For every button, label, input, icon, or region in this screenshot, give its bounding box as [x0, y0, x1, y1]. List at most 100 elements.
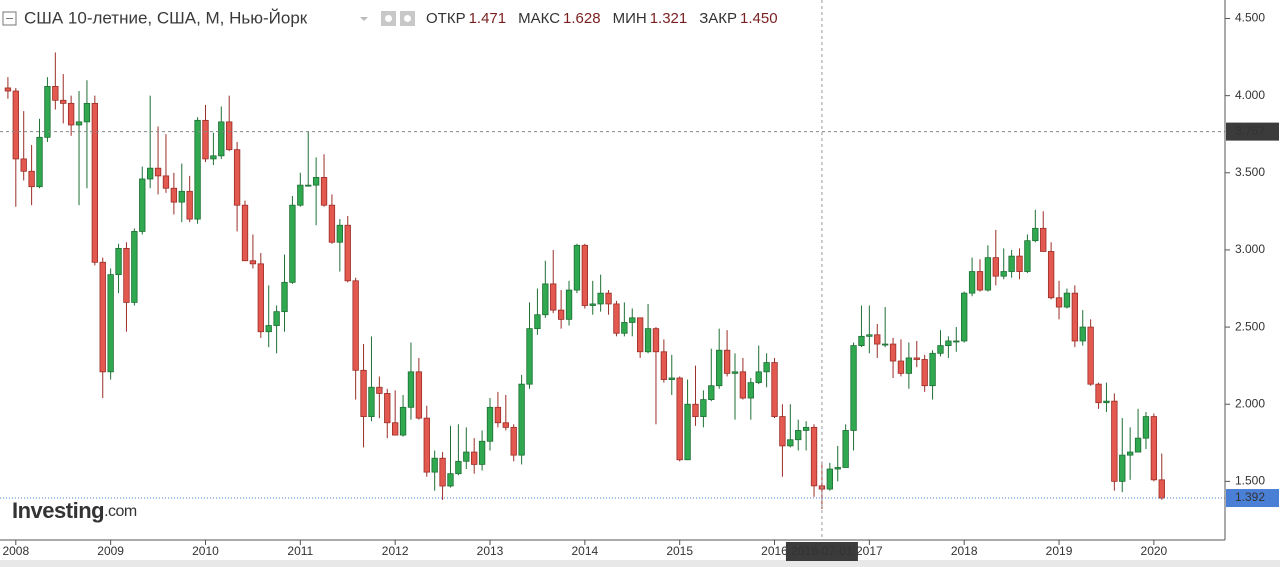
candle-body: [518, 383, 525, 456]
candle-body: [233, 149, 241, 206]
x-tick-label: 2013: [477, 544, 504, 558]
candle-body: [716, 349, 723, 387]
candle-body: [889, 343, 897, 362]
candle-body: [676, 377, 683, 461]
ohlc-name: ОТКР: [426, 10, 466, 27]
y-tick-label: 4.500: [1235, 11, 1265, 25]
candle-body: [874, 334, 881, 345]
ohlc-value: 1.450: [740, 10, 778, 27]
last-price-label: 1.392: [1235, 490, 1265, 504]
candle-body: [1150, 416, 1158, 481]
candle-body: [1095, 383, 1102, 404]
candle-body: [123, 247, 130, 303]
crosshair-x-label: 2016-07-01: [791, 544, 853, 558]
candle-body: [921, 359, 928, 387]
candle-body: [739, 371, 747, 399]
candle-body: [281, 281, 288, 313]
candle-body: [478, 440, 486, 465]
candle-body: [557, 309, 565, 320]
candle-body: [431, 457, 438, 473]
candle-body: [139, 178, 146, 232]
candle-body: [210, 155, 217, 160]
x-tick-label: 2010: [192, 544, 219, 558]
candle-body: [399, 406, 407, 436]
x-tick-label: 2011: [287, 544, 313, 558]
candle-body: [684, 403, 691, 461]
candle-body: [67, 102, 75, 126]
candle-body: [265, 325, 272, 333]
ohlc-name: МИН: [613, 10, 647, 27]
candles: [4, 52, 1165, 509]
candle-body: [60, 99, 67, 104]
candle-body: [1087, 326, 1094, 385]
candle-body: [391, 422, 399, 436]
candle-body: [929, 352, 936, 387]
candle-body: [328, 204, 336, 243]
candle-body: [1134, 437, 1142, 453]
dropdown-arrow[interactable]: [360, 17, 368, 21]
candle-body: [336, 224, 344, 243]
candle-body: [115, 247, 122, 276]
crosshair-x-tag: [785, 542, 858, 561]
candle-body: [850, 345, 857, 431]
candle-body: [589, 303, 596, 306]
candle-body: [12, 90, 19, 160]
ohlc-name: ЗАКР: [699, 10, 737, 27]
candle-body: [1040, 227, 1047, 252]
crosshair-y-label: 3.767: [1235, 124, 1265, 138]
candle-body: [439, 457, 446, 487]
candle-body: [52, 86, 59, 101]
scrollbar[interactable]: [0, 560, 1280, 567]
candle-body: [131, 231, 138, 303]
candle-body: [771, 362, 778, 417]
ohlc-value: 1.321: [650, 10, 688, 27]
candle-body: [99, 261, 106, 373]
candle-body: [360, 369, 367, 417]
candle-body: [218, 121, 225, 157]
candle-body: [755, 371, 762, 384]
candle-body: [1071, 292, 1079, 342]
candle-body: [660, 351, 668, 380]
candle-body: [1103, 400, 1110, 404]
candle-body: [581, 244, 589, 306]
candle-body: [1032, 227, 1039, 242]
icon-glyph: [404, 15, 411, 22]
candle-body: [881, 343, 889, 346]
candle-body: [471, 451, 478, 465]
candle-body: [810, 426, 818, 487]
y-tick-label: 4.000: [1235, 88, 1265, 102]
candle-body: [297, 184, 304, 206]
icon-glyph: [385, 15, 392, 22]
candle-body: [249, 260, 257, 265]
candle-body: [1126, 451, 1134, 456]
candle-body: [1024, 240, 1031, 272]
candle-body: [423, 417, 430, 473]
overlay: [0, 0, 1225, 540]
y-tick-label: 3.500: [1235, 165, 1265, 179]
candle-body: [636, 317, 644, 353]
candle-body: [787, 439, 794, 447]
collapse-icon[interactable]: [2, 11, 17, 26]
candle-body: [194, 119, 201, 220]
candle-body: [162, 175, 170, 189]
candle-body: [502, 422, 509, 428]
candle-body: [510, 426, 517, 456]
candle-body: [1055, 297, 1063, 308]
candle-body: [858, 335, 865, 347]
candle-body: [621, 322, 628, 334]
candle-body: [644, 328, 652, 353]
candle-body: [953, 340, 960, 343]
y-tick-label: 3.000: [1235, 242, 1265, 256]
candle-body: [20, 158, 27, 172]
logo-suffix: .com: [104, 503, 137, 520]
candle-body: [305, 184, 312, 187]
candle-body: [107, 274, 114, 373]
last-price-tag: [1226, 489, 1279, 508]
logo-main: Investing: [12, 498, 104, 523]
candle-body: [407, 371, 415, 408]
x-tick-label: 2020: [1141, 544, 1168, 558]
candle-body: [170, 187, 178, 203]
candle-body: [91, 102, 99, 263]
